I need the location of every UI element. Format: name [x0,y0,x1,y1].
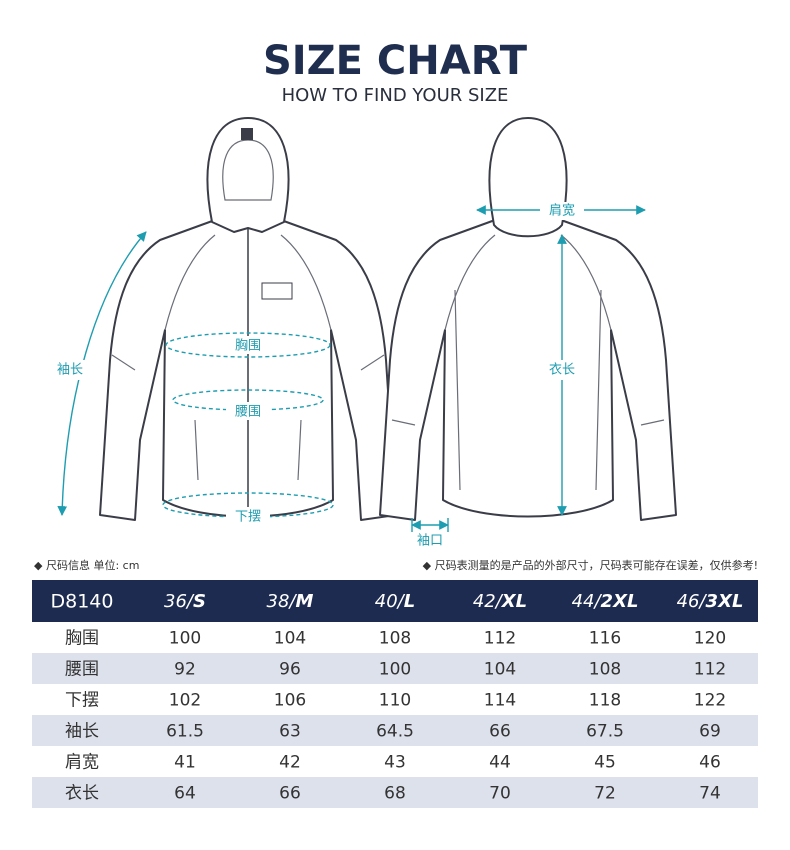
cell: 112 [484,629,516,649]
cell: 116 [589,629,621,649]
size-letter: S [193,591,206,612]
cell: 42 [279,753,301,773]
size-header: 46/3XL [677,591,744,612]
cell: 68 [384,784,406,804]
size-letter: M [296,591,314,612]
cell: 104 [484,660,516,680]
cell: 45 [594,753,616,773]
cell: 104 [274,629,306,649]
cell: 64 [174,784,196,804]
cell: 64.5 [376,722,414,742]
shoulder-label: 肩宽 [549,203,575,219]
cell: 72 [594,784,616,804]
cell: 63 [279,722,301,742]
model: D8140 [51,591,114,613]
size-header: 42/XL [473,591,527,612]
size-number: 38/ [267,591,298,612]
cell: 46 [699,753,721,773]
size-letter: L [404,591,415,612]
row-band [32,715,758,746]
length-label: 衣长 [549,362,575,378]
size-table: D8140 36/S 38/M 40/L 42/XL 44/2XL 46/3XL 胸围 100 1… [32,580,758,808]
cuff-label: 袖口 [417,534,443,549]
measurements: 胸围 腰围 下摆 袖长 肩宽 衣长 袖口 [52,202,646,549]
cell: 43 [384,753,406,773]
cell: 61.5 [166,722,204,742]
cell: 69 [699,722,721,742]
row-label: 衣长 [65,784,99,804]
back-jacket [379,117,677,521]
row-label: 腰围 [65,660,99,680]
cell: 110 [379,691,411,711]
front-jacket [99,117,397,521]
cell: 44 [489,753,511,773]
cell: 108 [379,629,411,649]
subtitle: HOW TO FIND YOUR SIZE [282,85,509,106]
cell: 70 [489,784,511,804]
row-label: 肩宽 [65,753,99,773]
size-number: 40/ [375,591,406,612]
size-letter: 3XL [706,591,744,612]
size-letter: 2XL [601,591,639,612]
cell: 92 [174,660,196,680]
cell: 118 [589,691,621,711]
cell: 112 [694,660,726,680]
row-band [32,653,758,684]
cell: 122 [694,691,726,711]
cell: 66 [489,722,511,742]
note-left: ◆ 尺码信息 单位: cm [34,558,139,572]
size-number: 44/ [572,591,603,612]
size-number: 36/ [164,591,195,612]
sleeve-label: 袖长 [57,363,83,378]
size-header: 44/2XL [572,591,639,612]
cell: 96 [279,660,301,680]
cell: 67.5 [586,722,624,742]
row-band [32,777,758,808]
size-header: 40/L [375,591,415,612]
cell: 74 [699,784,721,804]
cell: 114 [484,691,516,711]
cell: 100 [169,629,201,649]
size-number: 46/ [677,591,708,612]
size-header: 36/S [164,591,206,612]
hem-label: 下摆 [235,510,261,525]
cell: 100 [379,660,411,680]
row-label: 袖长 [65,722,99,742]
cell: 106 [274,691,306,711]
row-label: 下摆 [65,691,99,711]
cell: 108 [589,660,621,680]
size-number: 42/ [473,591,504,612]
header-row [32,580,758,622]
waist-label: 腰围 [235,405,261,420]
title: SIZE CHART [263,38,528,84]
size-letter: XL [501,591,527,612]
chest-label: 胸围 [235,339,261,354]
row-label: 胸围 [65,629,99,649]
cell: 41 [174,753,196,773]
cell: 120 [694,629,726,649]
cell: 102 [169,691,201,711]
cell: 66 [279,784,301,804]
size-header: 38/M [267,591,314,612]
note-right: ◆ 尺码表测量的是产品的外部尺寸，尺码表可能存在误差，仅供参考! [423,558,758,572]
